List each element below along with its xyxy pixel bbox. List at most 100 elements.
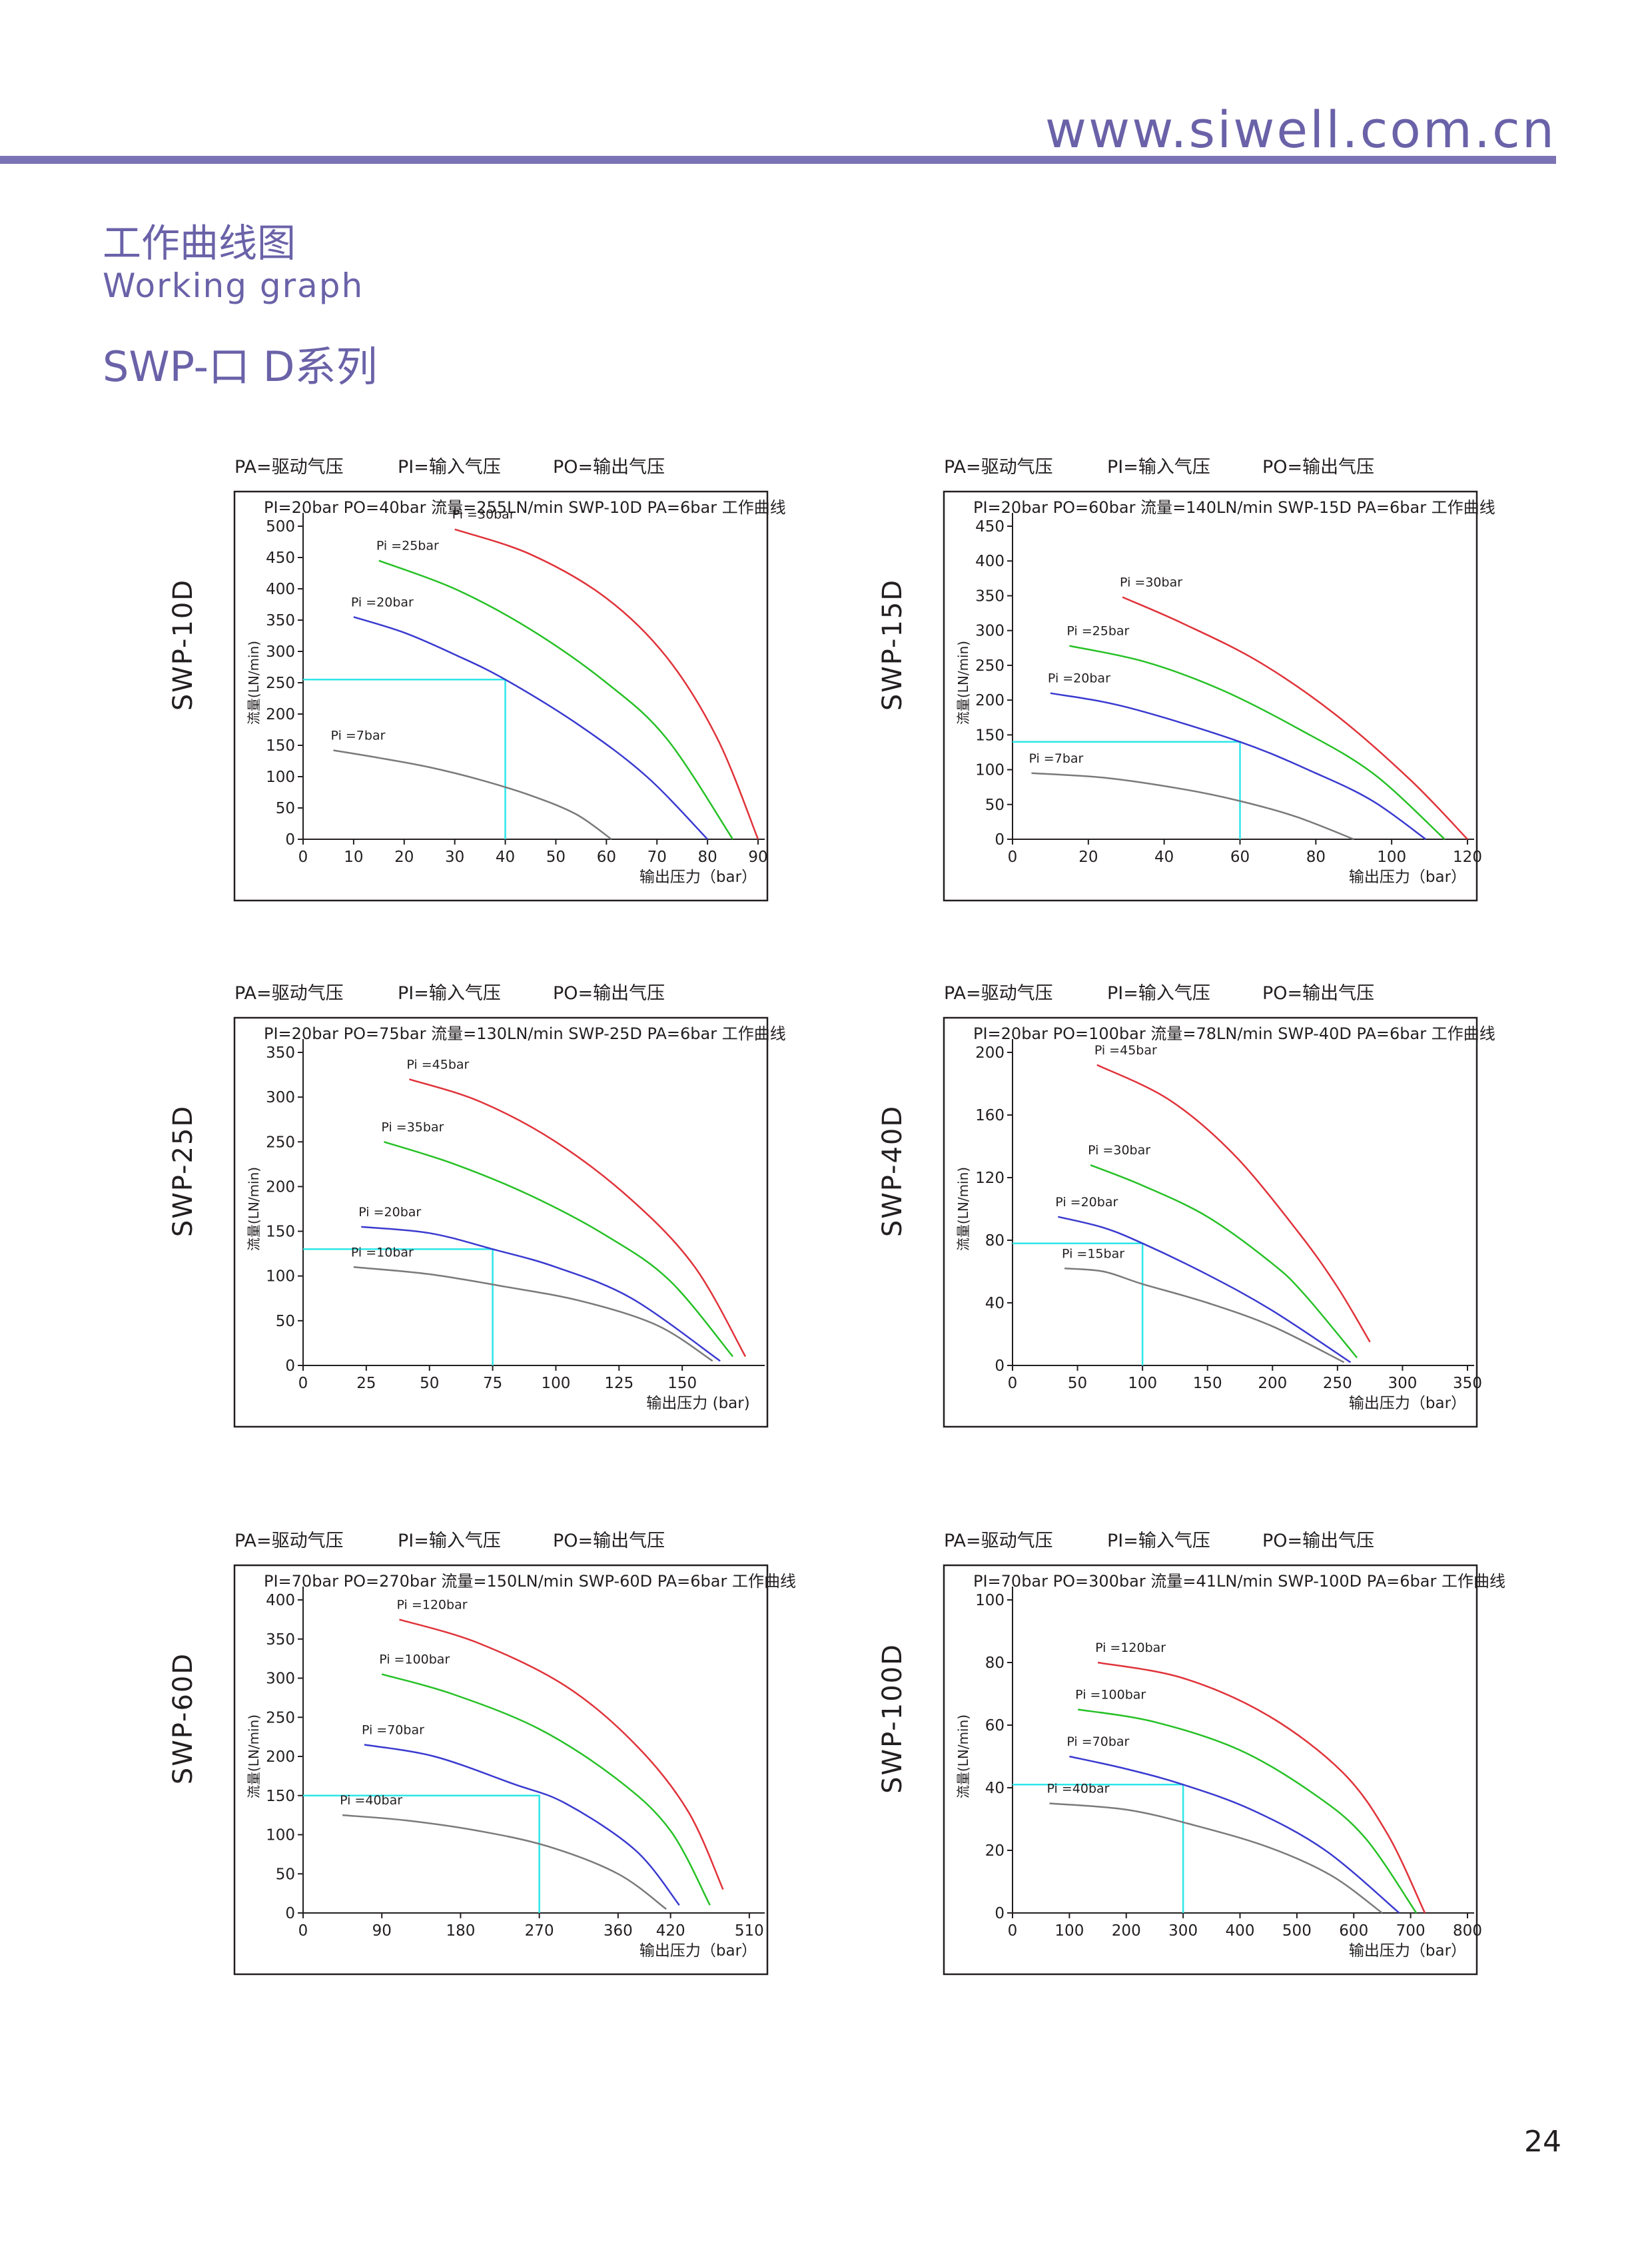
y-tick-label: 400 [266,1592,295,1609]
legend-pa: PA=驱动气压 [234,983,344,1004]
y-tick-label: 50 [276,800,295,817]
series-label: Pi =45bar [406,1057,469,1072]
y-axis-label: 流量(LN/min) [955,1714,971,1798]
series-line [409,1078,747,1357]
series-line [1069,645,1446,840]
chart-frame [233,1016,769,1428]
x-axis-label: 输出压力（bar） [639,869,757,886]
series-line [1049,1802,1383,1914]
chart-swp-60d: PA=驱动气压 PI=输入气压 PO=输出气压 SWP-60D PI=70bar PO=… [168,1531,796,1976]
series-label: Pi =120bar [1095,1641,1166,1655]
series-line [1078,1708,1418,1914]
legend-po: PO=输出气压 [1262,457,1374,478]
series-label: Pi =70bar [1066,1734,1129,1749]
series-line [361,1226,721,1362]
reference-line [1013,1242,1144,1365]
series-label: Pi =30bar [1088,1143,1150,1158]
legend-po: PO=输出气压 [553,1531,665,1551]
x-axis-label: 输出压力（bar） [639,1942,757,1960]
x-tick-label: 510 [735,1922,764,1940]
chart-swp-100d: PA=驱动气压 PI=输入气压 PO=输出气压 SWP-100D PI=70bar PO… [877,1531,1505,1976]
y-tick-label: 40 [985,1295,1005,1312]
y-tick-label: 60 [985,1717,1005,1734]
y-tick-label: 0 [285,831,295,849]
y-tick-label: 450 [975,518,1005,536]
series-label: Pi =35bar [381,1120,444,1134]
x-tick-label: 75 [483,1375,502,1392]
y-tick-label: 350 [266,1631,295,1649]
series-line [384,1141,734,1357]
website-url[interactable]: www.siwell.com.cn [1044,100,1556,159]
y-tick-label: 300 [266,643,295,661]
header-divider [0,156,1556,164]
x-tick-label: 700 [1396,1922,1426,1940]
y-tick-label: 300 [266,1089,295,1106]
legend-pi: PI=输入气压 [1107,457,1210,478]
x-tick-label: 30 [445,849,464,866]
y-tick-label: 100 [975,1592,1005,1609]
x-tick-label: 60 [1230,849,1250,866]
series-line [1064,1268,1345,1363]
y-tick-label: 50 [276,1866,295,1883]
x-axis-label: 输出压力 (bar) [646,1395,749,1412]
x-tick-label: 270 [525,1922,554,1940]
chart-swp-15d: PA=驱动气压 PI=输入气压 PO=输出气压 SWP-15D PI=20bar PO=… [877,457,1495,902]
y-tick-label: 150 [266,737,295,755]
model-label: SWP-25D [168,1105,199,1237]
x-axis-label: 输出压力（bar） [1349,869,1466,886]
x-tick-label: 180 [446,1922,475,1940]
x-tick-label: 20 [394,849,414,866]
y-tick-label: 250 [266,1709,295,1726]
series-line [1090,1164,1358,1359]
x-axis-label: 输出压力（bar） [1349,1395,1466,1412]
page-title-en: Working graph [103,266,364,305]
series-label: Pi =30bar [1120,575,1182,590]
x-tick-label: 80 [1306,849,1326,866]
series-label: Pi =20bar [351,595,414,609]
legend-pi: PI=输入气压 [398,457,501,478]
x-tick-label: 50 [420,1375,439,1392]
series-line [381,1673,711,1906]
legend-pi: PI=输入气压 [1107,983,1210,1004]
y-tick-label: 300 [975,623,1005,640]
series-label: Pi =40bar [1046,1782,1109,1796]
x-tick-label: 250 [1323,1375,1352,1392]
y-tick-label: 200 [975,1044,1005,1062]
chart-caption: PI=20bar PO=60bar 流量=140LN/min SWP-15D P… [973,498,1495,517]
chart-frame [943,1564,1478,1976]
series-line [1122,596,1468,840]
series-label: Pi =120bar [396,1597,467,1612]
y-tick-label: 100 [266,769,295,786]
x-tick-label: 0 [298,849,308,866]
x-tick-label: 0 [1008,1375,1018,1392]
series-label: Pi =100bar [379,1653,450,1667]
series-line [1050,692,1427,841]
y-tick-label: 400 [975,553,1005,570]
chart-frame [943,1016,1478,1428]
x-tick-label: 100 [1054,1922,1084,1940]
x-tick-label: 0 [298,1922,308,1940]
x-tick-label: 150 [1193,1375,1222,1392]
x-tick-label: 200 [1112,1922,1141,1940]
legend-po: PO=输出气压 [553,457,665,478]
x-axis-label: 输出压力（bar） [1349,1942,1466,1960]
x-tick-label: 100 [1377,849,1406,866]
legend-pi: PI=输入气压 [1107,1531,1210,1551]
x-tick-label: 150 [667,1375,697,1392]
legend-po: PO=输出气压 [1262,983,1374,1004]
y-axis-label: 流量(LN/min) [955,1167,971,1251]
y-tick-label: 0 [995,1357,1005,1375]
chart-caption: PI=20bar PO=40bar 流量=255LN/min SWP-10D P… [264,498,786,517]
series-label: Pi =10bar [351,1245,414,1260]
series-line [399,1619,724,1890]
y-tick-label: 160 [975,1107,1005,1124]
legend-pi: PI=输入气压 [398,1531,501,1551]
legend-pa: PA=驱动气压 [234,457,344,478]
series-label: Pi =15bar [1062,1246,1124,1261]
y-tick-label: 120 [975,1170,1005,1187]
legend-pa: PA=驱动气压 [944,983,1053,1004]
y-tick-label: 200 [266,1748,295,1766]
x-tick-label: 500 [1282,1922,1312,1940]
y-tick-label: 0 [995,831,1005,849]
legend-pa: PA=驱动气压 [944,1531,1053,1551]
